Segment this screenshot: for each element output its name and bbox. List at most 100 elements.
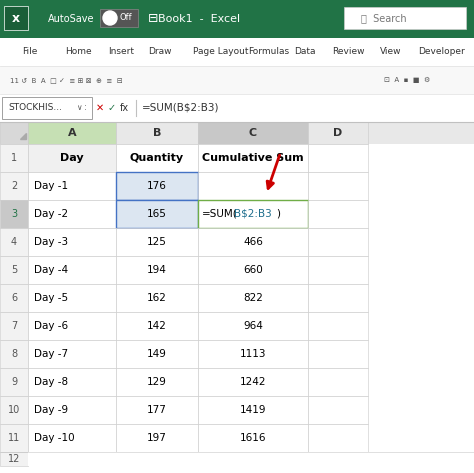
Text: 12: 12 [8,454,20,464]
Text: 11: 11 [8,433,20,443]
Text: 197: 197 [147,433,167,443]
Bar [0,396,28,424]
Text: Insert: Insert [108,47,134,56]
Bar [198,256,308,284]
Bar [198,200,308,228]
Bar [116,284,198,312]
Bar [116,144,198,172]
Text: Day -8: Day -8 [34,377,68,387]
Text: 176: 176 [147,181,167,191]
Text: 9: 9 [11,377,17,387]
Bar [28,424,116,452]
Bar [308,122,368,144]
Bar [28,228,116,256]
Text: 7: 7 [11,321,17,331]
Text: 129: 129 [147,377,167,387]
Text: File: File [22,47,37,56]
Bar [198,172,308,200]
Text: View: View [380,47,401,56]
Text: :: : [84,104,87,113]
Bar [4,6,28,30]
Bar [116,228,198,256]
Text: ): ) [276,209,280,219]
Bar [198,312,308,340]
Bar [28,122,116,144]
Text: 1616: 1616 [240,433,266,443]
Text: Day: Day [60,153,84,163]
Bar [116,256,198,284]
Text: 660: 660 [243,265,263,275]
Text: 5: 5 [11,265,17,275]
Text: Day -9: Day -9 [34,405,68,415]
Bar [0,144,28,172]
Bar [308,228,368,256]
Bar [0,122,474,144]
Text: Formulas: Formulas [248,47,289,56]
Text: Developer: Developer [418,47,465,56]
Bar [0,368,28,396]
Text: 11 ↺  B  A  □ ✓  ≡ ⊞ ⊠  ⊕  ≡  ⊟: 11 ↺ B A □ ✓ ≡ ⊞ ⊠ ⊕ ≡ ⊟ [10,77,123,83]
Bar [198,284,308,312]
Text: Home: Home [65,47,91,56]
Text: 822: 822 [243,293,263,303]
Text: Off: Off [120,14,132,23]
Bar [308,396,368,424]
Bar [198,122,308,144]
Text: Day -6: Day -6 [34,321,68,331]
Text: Day -1: Day -1 [34,181,68,191]
Text: fx: fx [120,103,129,113]
Bar [198,228,308,256]
Bar [116,368,198,396]
Text: 8: 8 [11,349,17,359]
Text: Draw: Draw [148,47,172,56]
Text: 125: 125 [147,237,167,247]
Text: x: x [12,12,20,26]
Bar [198,144,308,172]
Text: 10: 10 [8,405,20,415]
Bar [0,172,28,200]
Text: 194: 194 [147,265,167,275]
Bar [28,368,116,396]
Text: 149: 149 [147,349,167,359]
Bar [0,340,28,368]
Bar [198,396,308,424]
Bar [116,396,198,424]
Bar [0,200,28,228]
Bar [0,256,28,284]
Bar [308,172,368,200]
Text: ∨: ∨ [76,104,82,113]
Bar [198,368,308,396]
Text: 🔍  Search: 🔍 Search [361,13,407,23]
Bar [28,144,116,172]
Text: Day -2: Day -2 [34,209,68,219]
Bar [0,228,28,256]
Text: A: A [68,128,76,138]
Text: Quantity: Quantity [130,153,184,163]
Bar [116,200,198,228]
Bar [198,340,308,368]
Bar [116,312,198,340]
Bar [0,94,474,122]
Text: Cumulative Sum: Cumulative Sum [202,153,304,163]
Bar [0,452,28,466]
Text: 162: 162 [147,293,167,303]
Text: Day -5: Day -5 [34,293,68,303]
Polygon shape [20,133,26,139]
Bar [344,7,466,29]
Bar [28,340,116,368]
Text: 1419: 1419 [240,405,266,415]
Text: 1: 1 [11,153,17,163]
Text: 165: 165 [147,209,167,219]
Text: C: C [249,128,257,138]
Text: Day -4: Day -4 [34,265,68,275]
Text: 3: 3 [11,209,17,219]
Bar [28,200,116,228]
Text: 142: 142 [147,321,167,331]
Text: Day -7: Day -7 [34,349,68,359]
Text: =SUM(B$2:B3): =SUM(B$2:B3) [142,103,219,113]
Text: ⊟: ⊟ [148,12,158,26]
Text: ✓: ✓ [108,103,116,113]
Text: ⊡  A  ▪  ■  ⚙: ⊡ A ▪ ■ ⚙ [384,77,430,83]
Bar [116,122,198,144]
Bar [308,200,368,228]
